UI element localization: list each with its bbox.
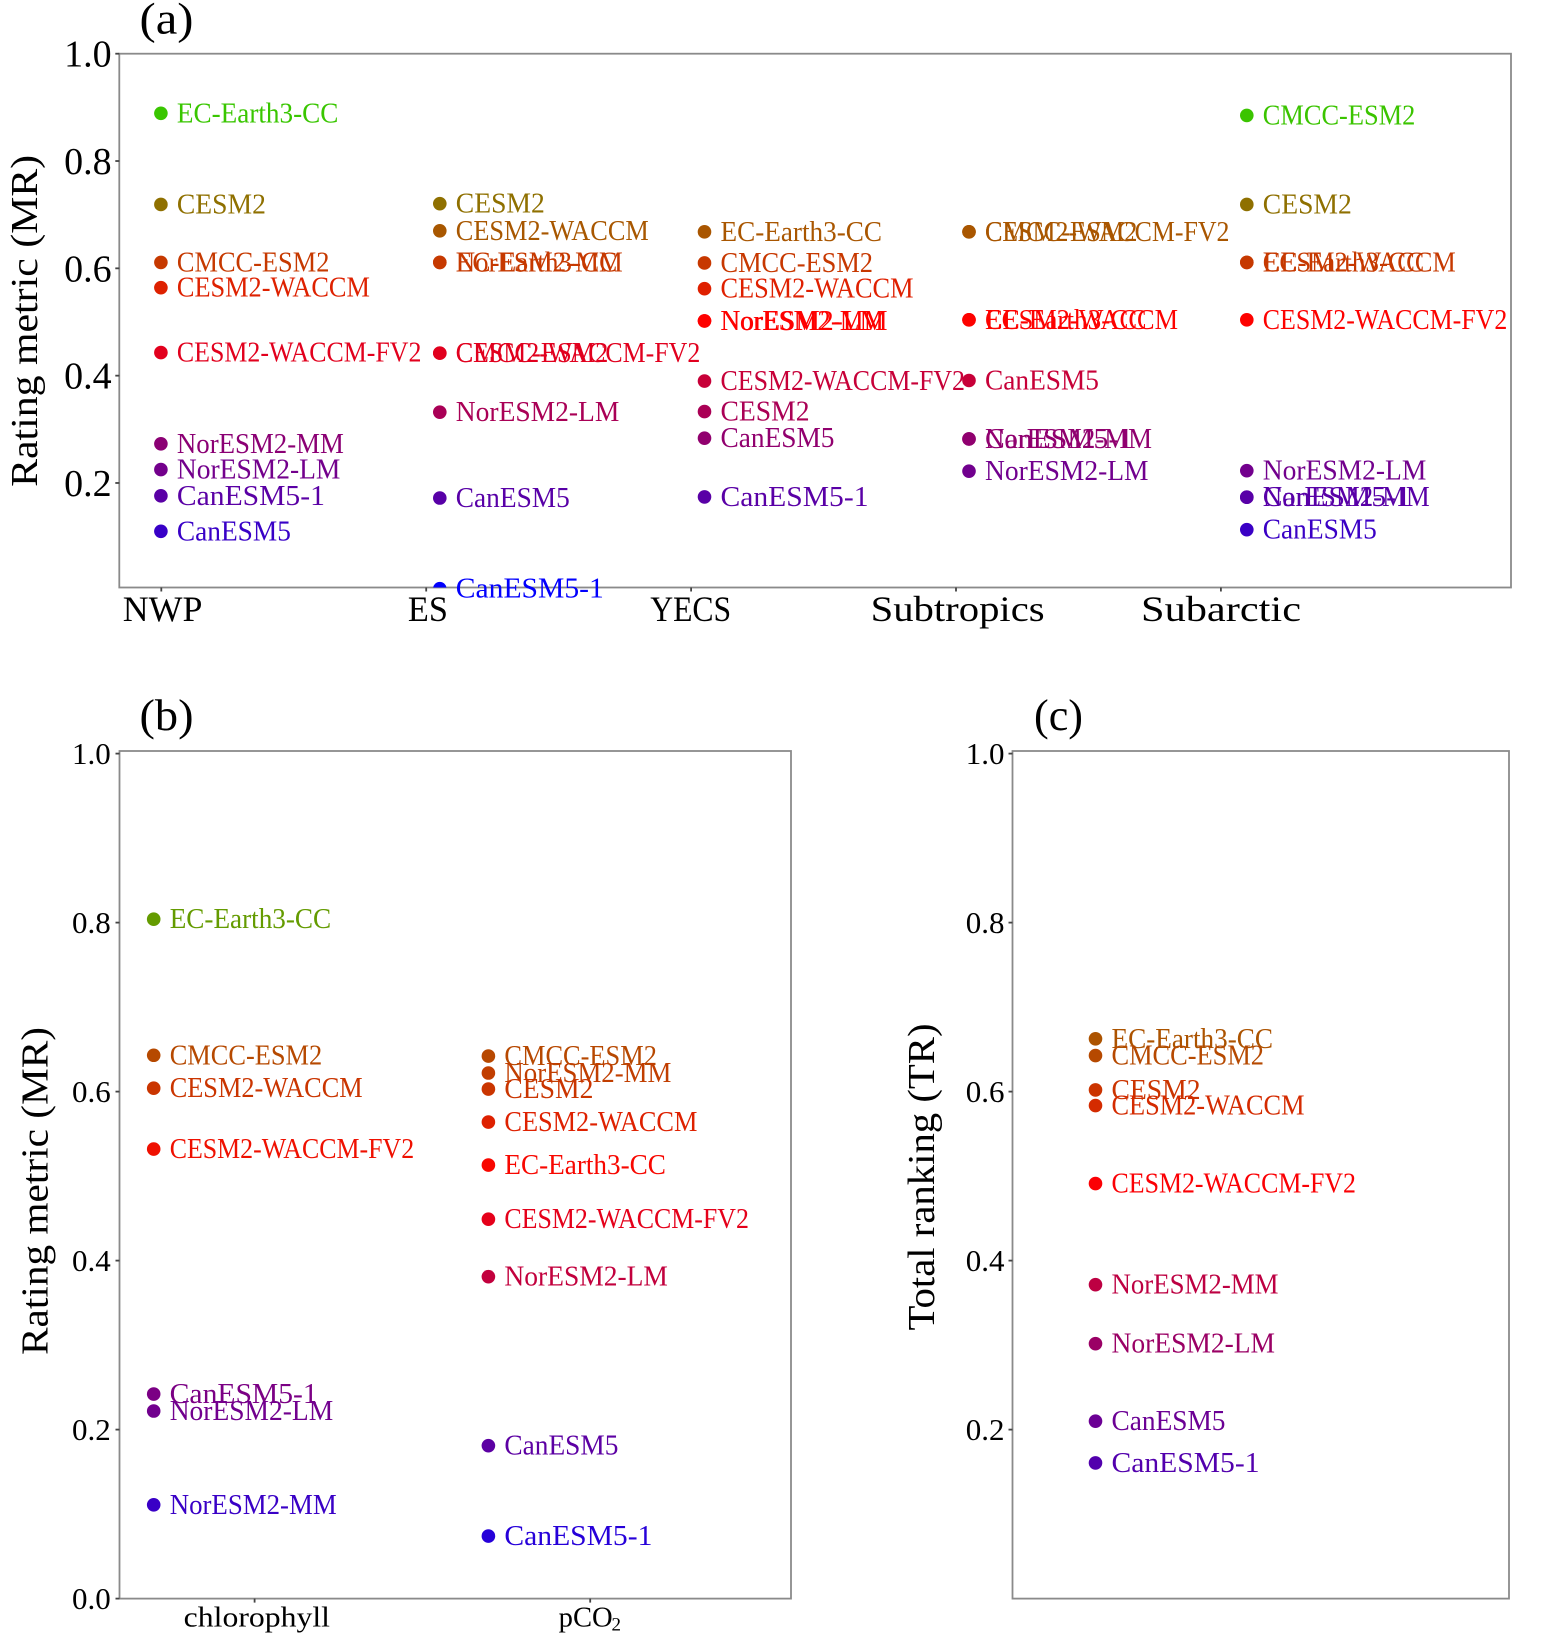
svg-text:CMCC-ESM2: CMCC-ESM2	[177, 247, 330, 278]
svg-text:NorESM2-MM: NorESM2-MM	[504, 1058, 671, 1089]
svg-text:CESM2: CESM2	[504, 1074, 593, 1105]
svg-text:CESM2: CESM2	[1263, 189, 1352, 220]
svg-text:YECS: YECS	[650, 589, 731, 629]
svg-text:0.2: 0.2	[72, 1412, 111, 1447]
svg-text:0.4: 0.4	[64, 356, 112, 398]
svg-text:NorESM2-MM: NorESM2-MM	[721, 306, 888, 337]
svg-text:CESM2-WACCM: CESM2-WACCM	[1112, 1091, 1305, 1122]
svg-text:Rating metric (MR): Rating metric (MR)	[15, 1027, 57, 1355]
svg-text:CESM2-WACCM: CESM2-WACCM	[721, 274, 914, 305]
svg-text:NorESM2-LM: NorESM2-LM	[504, 1262, 668, 1293]
svg-text:ES: ES	[408, 589, 448, 629]
svg-text:CanESM5-1: CanESM5-1	[504, 1521, 652, 1552]
svg-text:CanESM5-1: CanESM5-1	[456, 574, 604, 605]
svg-text:(c): (c)	[1034, 691, 1083, 740]
svg-text:EC-Earth3-CC: EC-Earth3-CC	[456, 247, 618, 278]
svg-text:NorESM2-LM: NorESM2-LM	[721, 306, 885, 337]
svg-text:EC-Earth3-CC: EC-Earth3-CC	[177, 98, 339, 129]
svg-text:0.4: 0.4	[966, 1243, 1005, 1278]
svg-text:EC-Earth3-CC: EC-Earth3-CC	[1112, 1024, 1274, 1055]
svg-text:CanESM5-1: CanESM5-1	[985, 424, 1133, 455]
svg-text:(b): (b)	[140, 691, 194, 740]
svg-text:CESM2-WACCM-FV2: CESM2-WACCM-FV2	[985, 217, 1230, 248]
svg-text:EC-Earth3-CC: EC-Earth3-CC	[504, 1150, 666, 1181]
svg-text:0.4: 0.4	[72, 1243, 111, 1278]
svg-text:NorESM2-LM: NorESM2-LM	[1112, 1329, 1276, 1360]
svg-text:CESM2: CESM2	[456, 189, 545, 220]
svg-text:0.6: 0.6	[72, 1074, 111, 1109]
svg-text:NorESM2-MM: NorESM2-MM	[1263, 482, 1430, 513]
svg-text:CESM2-WACCM-FV2: CESM2-WACCM-FV2	[170, 1134, 415, 1165]
svg-text:CMCC-ESM2: CMCC-ESM2	[985, 217, 1138, 248]
svg-text:0.2: 0.2	[966, 1412, 1005, 1447]
svg-text:NorESM2-LM: NorESM2-LM	[985, 456, 1149, 487]
svg-text:CanESM5: CanESM5	[1112, 1406, 1226, 1437]
svg-text:NorESM2-LM: NorESM2-LM	[177, 455, 341, 486]
svg-text:CMCC-ESM2: CMCC-ESM2	[170, 1040, 323, 1071]
svg-text:0.8: 0.8	[72, 905, 111, 940]
svg-text:CanESM5-1: CanESM5-1	[721, 482, 869, 513]
svg-text:CESM2-WACCM: CESM2-WACCM	[504, 1107, 697, 1138]
svg-text:Subarctic: Subarctic	[1141, 589, 1301, 629]
svg-text:CESM2-WACCM-FV2: CESM2-WACCM-FV2	[177, 338, 422, 369]
svg-text:CESM2-WACCM: CESM2-WACCM	[1263, 247, 1456, 278]
svg-text:CESM2: CESM2	[1112, 1075, 1201, 1106]
svg-text:NorESM2-MM: NorESM2-MM	[177, 429, 344, 460]
svg-text:CMCC-ESM2: CMCC-ESM2	[1263, 100, 1416, 131]
svg-text:1.0: 1.0	[966, 736, 1005, 771]
svg-text:NorESM2-MM: NorESM2-MM	[1112, 1270, 1279, 1301]
svg-text:0.8: 0.8	[64, 141, 112, 183]
svg-text:NorESM2-MM: NorESM2-MM	[456, 247, 623, 278]
svg-text:CanESM5: CanESM5	[985, 365, 1099, 396]
svg-text:0.6: 0.6	[966, 1074, 1005, 1109]
svg-text:NorESM2-LM: NorESM2-LM	[1263, 456, 1427, 487]
svg-text:NorESM2-MM: NorESM2-MM	[985, 424, 1152, 455]
svg-text:Total ranking (TR): Total ranking (TR)	[901, 1024, 943, 1331]
svg-text:CanESM5-1: CanESM5-1	[1112, 1448, 1260, 1479]
svg-text:EC-Earth3-CC: EC-Earth3-CC	[721, 217, 883, 248]
svg-text:CanESM5: CanESM5	[177, 516, 291, 547]
svg-text:CanESM5: CanESM5	[456, 483, 570, 514]
svg-text:CanESM5-1: CanESM5-1	[170, 1379, 318, 1410]
svg-text:CanESM5-1: CanESM5-1	[177, 481, 325, 512]
svg-text:chlorophyll: chlorophyll	[184, 1603, 331, 1634]
svg-text:EC-Earth3-CC: EC-Earth3-CC	[985, 305, 1147, 336]
svg-text:CanESM5: CanESM5	[504, 1431, 618, 1462]
svg-text:2: 2	[612, 1615, 622, 1636]
svg-text:CESM2-WACCM-FV2: CESM2-WACCM-FV2	[1263, 305, 1508, 336]
svg-text:0.6: 0.6	[64, 248, 112, 290]
svg-text:(a): (a)	[140, 0, 194, 44]
svg-text:NorESM2-LM: NorESM2-LM	[170, 1396, 334, 1427]
svg-text:CMCC-ESM2: CMCC-ESM2	[1112, 1041, 1265, 1072]
svg-text:CESM2-WACCM-FV2: CESM2-WACCM-FV2	[1112, 1169, 1357, 1200]
svg-text:CESM2-WACCM: CESM2-WACCM	[170, 1073, 363, 1104]
svg-text:CMCC-ESM2: CMCC-ESM2	[456, 338, 609, 369]
svg-text:CESM2: CESM2	[721, 397, 810, 428]
svg-text:EC-Earth3-CC: EC-Earth3-CC	[170, 904, 332, 935]
svg-text:Rating metric (MR): Rating metric (MR)	[4, 155, 46, 487]
svg-text:0.0: 0.0	[72, 1581, 111, 1616]
svg-text:Subtropics: Subtropics	[871, 589, 1045, 629]
svg-text:CESM2: CESM2	[177, 189, 266, 220]
svg-text:1.0: 1.0	[72, 736, 111, 771]
svg-text:CESM2-WACCM: CESM2-WACCM	[456, 216, 649, 247]
svg-text:CESM2-WACCM: CESM2-WACCM	[985, 305, 1178, 336]
svg-text:NWP: NWP	[123, 589, 203, 629]
svg-text:CanESM5: CanESM5	[1263, 515, 1377, 546]
svg-text:NorESM2-LM: NorESM2-LM	[456, 397, 620, 428]
svg-text:CESM2-WACCM: CESM2-WACCM	[177, 273, 370, 304]
svg-text:NorESM2-MM: NorESM2-MM	[170, 1490, 337, 1521]
svg-text:CanESM5: CanESM5	[721, 423, 835, 454]
svg-text:CanESM5-1: CanESM5-1	[1263, 482, 1411, 513]
svg-text:CESM2-WACCM-FV2: CESM2-WACCM-FV2	[504, 1204, 749, 1235]
svg-text:CESM2-WACCM-FV2: CESM2-WACCM-FV2	[456, 338, 701, 369]
svg-text:CESM2-WACCM-FV2: CESM2-WACCM-FV2	[721, 366, 966, 397]
svg-text:1.0: 1.0	[64, 34, 112, 76]
svg-text:CMCC-ESM2: CMCC-ESM2	[504, 1041, 657, 1072]
svg-text:pCO: pCO	[559, 1603, 613, 1634]
svg-text:EC-Earth3-CC: EC-Earth3-CC	[1263, 247, 1425, 278]
svg-text:0.8: 0.8	[966, 905, 1005, 940]
svg-text:0.2: 0.2	[64, 463, 112, 505]
svg-text:CMCC-ESM2: CMCC-ESM2	[721, 248, 874, 279]
